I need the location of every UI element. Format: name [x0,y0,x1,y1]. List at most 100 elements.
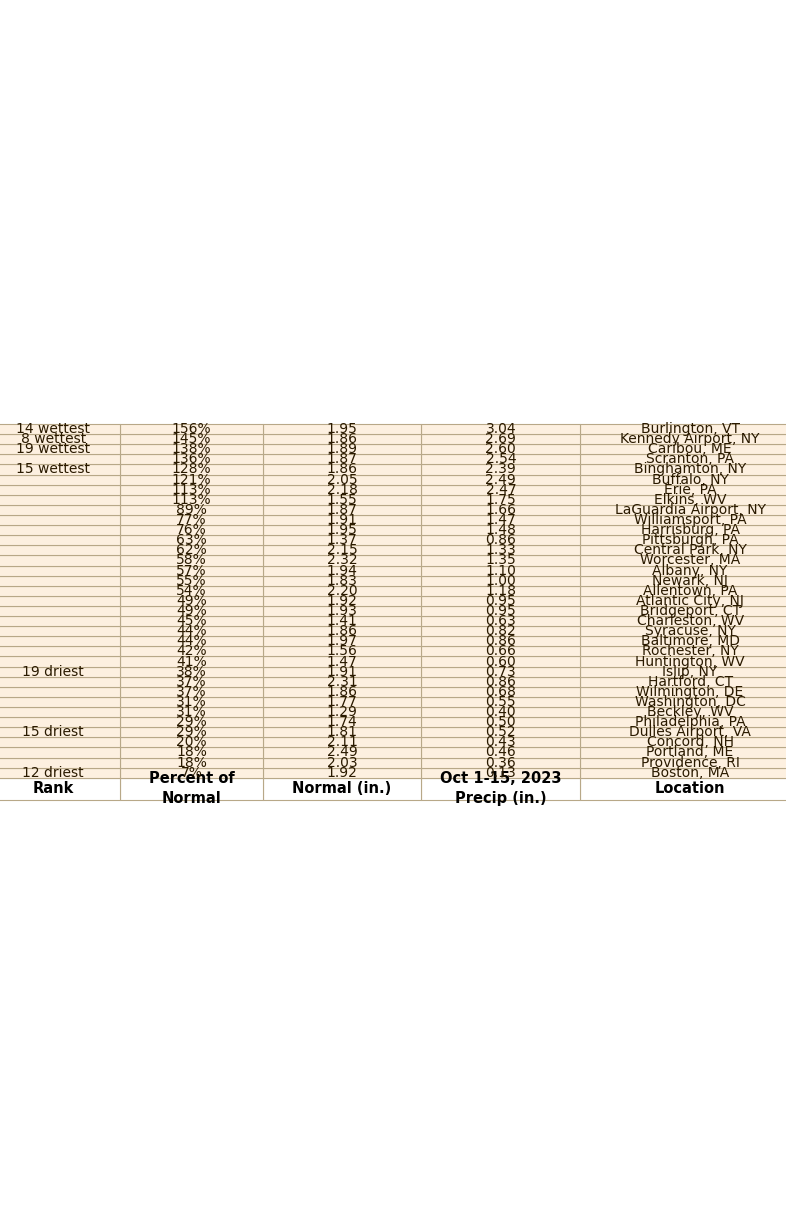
Text: 1.35: 1.35 [486,553,516,568]
Text: 113%: 113% [171,493,211,507]
Bar [120,504,263,515]
Bar [263,556,421,565]
Bar [263,535,421,545]
Bar [120,525,263,535]
Bar [421,565,580,575]
Text: Hartford, CT: Hartford, CT [648,674,733,689]
Bar [580,504,786,515]
Text: 1.83: 1.83 [327,574,358,588]
Bar [120,727,263,737]
Text: Portland, ME: Portland, ME [646,745,734,760]
Text: 1.47: 1.47 [486,513,516,528]
Bar [421,677,580,687]
Bar [580,596,786,606]
Text: 0.82: 0.82 [486,624,516,638]
Bar [263,485,421,494]
Bar [0,777,120,800]
Bar [580,616,786,627]
Bar [580,777,786,800]
Text: 55%: 55% [176,574,207,588]
Bar [421,758,580,767]
Text: 2.31: 2.31 [327,674,358,689]
Text: 2.11: 2.11 [327,736,358,749]
Text: 57%: 57% [176,563,207,578]
Bar [580,636,786,646]
Bar [120,667,263,677]
Text: 136%: 136% [171,453,211,466]
Bar [120,758,263,767]
Bar [0,656,120,667]
Bar [120,636,263,646]
Text: 41%: 41% [176,655,207,668]
Bar [120,494,263,504]
Bar [421,444,580,454]
Text: Islip, NY: Islip, NY [663,665,718,678]
Text: 2.32: 2.32 [327,553,358,568]
Bar [120,485,263,494]
Bar [580,606,786,616]
Bar [421,627,580,636]
Bar [120,748,263,758]
Text: Albany, NY: Albany, NY [652,563,728,578]
Text: 156%: 156% [171,422,211,436]
Text: Scranton, PA: Scranton, PA [646,453,734,466]
Bar [263,696,421,707]
Bar [0,515,120,525]
Bar [120,535,263,545]
Bar [120,646,263,656]
Bar [263,748,421,758]
Text: 0.86: 0.86 [486,634,516,649]
Bar [421,535,580,545]
Text: 1.86: 1.86 [327,624,358,638]
Bar [0,707,120,717]
Text: 1.48: 1.48 [486,523,516,537]
Bar [0,435,120,444]
Text: Percent of
Normal: Percent of Normal [149,771,234,807]
Bar [120,606,263,616]
Text: 8 wettest: 8 wettest [20,432,86,447]
Bar [120,596,263,606]
Bar [0,586,120,596]
Bar [0,504,120,515]
Text: Buffalo, NY: Buffalo, NY [652,472,729,487]
Bar [421,596,580,606]
Bar [263,687,421,696]
Bar [580,464,786,475]
Text: 29%: 29% [176,726,207,739]
Text: Beckley, WV: Beckley, WV [647,705,733,718]
Bar [0,606,120,616]
Bar [580,656,786,667]
Text: 44%: 44% [176,624,207,638]
Text: 0.95: 0.95 [486,594,516,608]
Text: 2.49: 2.49 [486,472,516,487]
Text: Newark, NJ: Newark, NJ [652,574,728,588]
Bar [0,737,120,748]
Bar [120,707,263,717]
Text: 1.95: 1.95 [327,523,358,537]
Text: 1.86: 1.86 [327,685,358,699]
Bar [580,556,786,565]
Text: 7%: 7% [181,766,203,780]
Bar [263,525,421,535]
Bar [0,667,120,677]
Bar [580,535,786,545]
Bar [120,586,263,596]
Bar [580,758,786,767]
Bar [0,444,120,454]
Bar [580,627,786,636]
Bar [263,737,421,748]
Bar [263,545,421,556]
Bar [263,616,421,627]
Text: Worcester, MA: Worcester, MA [640,553,740,568]
Bar [263,515,421,525]
Text: 0.63: 0.63 [486,614,516,628]
Text: 1.47: 1.47 [327,655,358,668]
Text: 62%: 62% [176,543,207,557]
Text: 18%: 18% [176,755,207,770]
Bar [120,616,263,627]
Bar [120,565,263,575]
Bar [0,616,120,627]
Bar [0,575,120,586]
Bar [0,525,120,535]
Bar [120,677,263,687]
